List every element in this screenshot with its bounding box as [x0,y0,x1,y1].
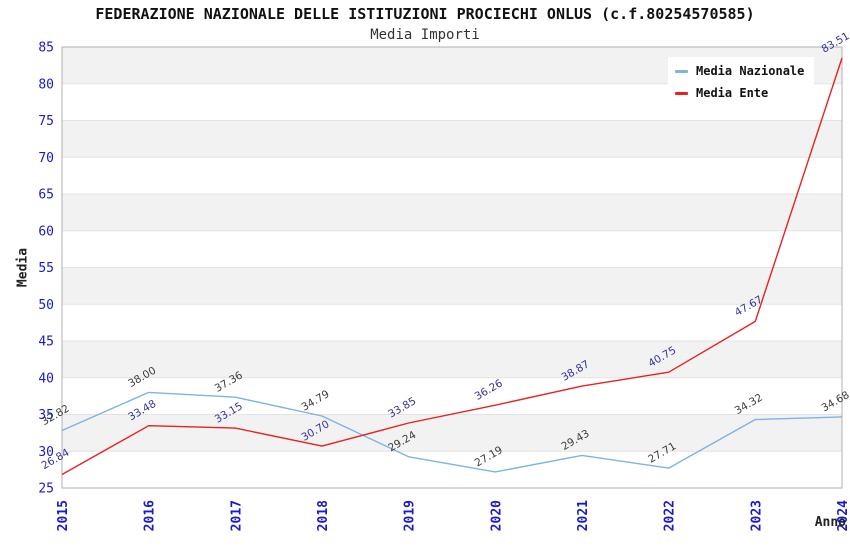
svg-text:2019: 2019 [403,500,418,531]
svg-text:25: 25 [38,482,54,497]
svg-text:65: 65 [38,188,54,203]
svg-text:85: 85 [38,41,54,56]
svg-text:2017: 2017 [229,500,244,531]
svg-text:30: 30 [38,445,54,460]
svg-text:75: 75 [38,114,54,129]
svg-text:2018: 2018 [316,500,331,531]
svg-text:2023: 2023 [749,500,764,531]
chart-subtitle: Media Importi [370,27,480,43]
svg-text:35: 35 [38,408,54,423]
svg-text:70: 70 [38,151,54,166]
legend-item-media-ente: Media Ente [668,86,814,100]
svg-text:2020: 2020 [489,500,504,531]
svg-text:55: 55 [38,261,54,276]
svg-text:45: 45 [38,335,54,350]
chart-title: FEDERAZIONE NAZIONALE DELLE ISTITUZIONI … [95,5,755,23]
svg-text:2016: 2016 [143,500,158,531]
legend-line-swatch-ente [675,91,688,95]
svg-text:34.79: 34.79 [300,388,332,413]
legend-label-ente: Media Ente [696,86,769,100]
svg-text:2021: 2021 [576,500,591,531]
y-axis-title: Media [15,247,31,288]
x-axis-title: Anno [814,515,846,530]
svg-text:50: 50 [38,298,54,313]
legend-item-media-nazionale: Media Nazionale [668,64,814,78]
svg-text:34.68: 34.68 [820,389,850,414]
legend-line-swatch-nazionale [675,69,688,73]
svg-text:80: 80 [38,77,54,92]
svg-text:36.26: 36.26 [473,377,505,403]
svg-text:34.32: 34.32 [733,392,765,417]
svg-text:2015: 2015 [56,500,71,531]
svg-text:2022: 2022 [663,500,678,531]
legend: Media Nazionale Media Ente [668,57,814,107]
svg-text:2024: 2024 [836,500,850,531]
svg-text:60: 60 [38,224,54,239]
svg-text:40: 40 [38,371,54,386]
legend-label-nazionale: Media Nazionale [696,64,805,78]
